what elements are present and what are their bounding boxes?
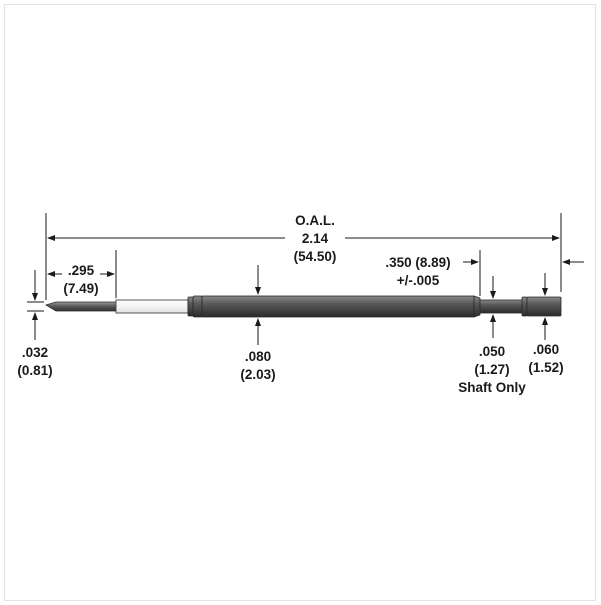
oal-value-in: 2.14 xyxy=(302,231,329,246)
dimension-lines xyxy=(27,213,584,345)
barrel-diameter-value-mm: (2.03) xyxy=(240,367,275,382)
barrel-taper xyxy=(473,295,481,318)
taper-length-tolerance: +/-.005 xyxy=(397,273,440,288)
tip-length-value-in: .295 xyxy=(68,263,95,278)
tip-diameter-value-mm: (0.81) xyxy=(17,363,52,378)
tip-length-value-mm: (7.49) xyxy=(63,281,98,296)
barrel-diameter-value-in: .080 xyxy=(245,349,271,364)
oal-value-mm: (54.50) xyxy=(294,249,337,264)
dimension-labels: O.A.L. 2.14 (54.50) .295 (7.49) .350 (8.… xyxy=(17,213,563,395)
shaft-diameter-value-mm: (1.27) xyxy=(474,362,509,377)
end-diameter-value-mm: (1.52) xyxy=(528,360,563,375)
probe-part xyxy=(45,295,562,318)
shaft xyxy=(479,299,523,314)
end-diameter-value-in: .060 xyxy=(533,342,559,357)
shaft-only-note: Shaft Only xyxy=(458,380,526,395)
taper-length-value: .350 (8.89) xyxy=(385,255,450,270)
tube-section xyxy=(115,299,189,314)
end-section xyxy=(521,296,528,317)
tip-diameter-value-in: .032 xyxy=(22,345,48,360)
shaft-diameter-value-in: .050 xyxy=(479,344,505,359)
crimp-ring xyxy=(187,296,194,317)
crimp-ring xyxy=(192,295,203,318)
oal-title: O.A.L. xyxy=(295,213,335,228)
barrel xyxy=(201,295,475,318)
end-section xyxy=(526,296,562,317)
plunger-tip xyxy=(45,301,117,312)
